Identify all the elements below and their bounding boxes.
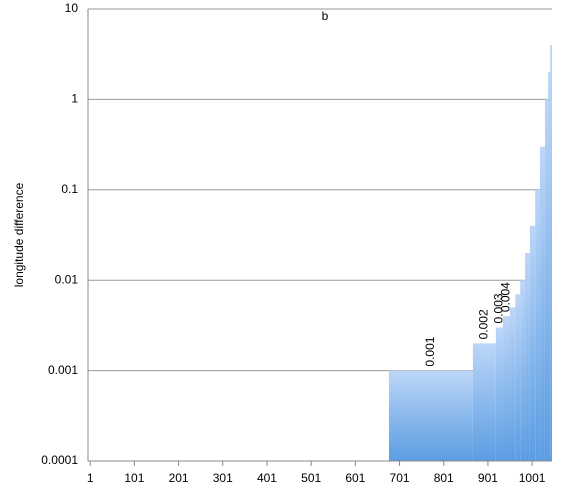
x-tick-label: 601: [345, 471, 365, 485]
x-tick-label: 801: [434, 471, 454, 485]
x-tick-label: 701: [390, 471, 410, 485]
bar: [550, 44, 552, 461]
bar: [388, 370, 473, 461]
x-tick-label: 501: [301, 471, 321, 485]
bar: [548, 72, 551, 461]
bar: [495, 327, 503, 461]
bar: [540, 146, 545, 461]
x-tick-label: 201: [169, 471, 189, 485]
value-label: 0.004: [499, 282, 513, 312]
y-tick-label: 0.0001: [41, 453, 78, 467]
y-tick-label: 10: [65, 1, 79, 15]
value-label: 0.001: [423, 336, 437, 366]
bar: [502, 316, 511, 461]
y-tick-label: 1: [71, 92, 78, 106]
bar: [535, 189, 541, 462]
x-tick-label: 301: [213, 471, 233, 485]
bar: [529, 225, 536, 461]
x-tick-label: 101: [124, 471, 144, 485]
y-tick-label: 0.1: [61, 182, 78, 196]
value-label: 0.002: [477, 309, 491, 339]
x-tick-label: 901: [478, 471, 498, 485]
bar: [544, 99, 549, 462]
x-tick-label: 1: [87, 471, 94, 485]
bar: [472, 343, 496, 461]
bar: [525, 252, 530, 461]
bar: [520, 280, 526, 461]
chart-title: b: [322, 9, 329, 23]
y-axis-label: longitude difference: [12, 182, 26, 287]
y-tick-label: 0.001: [48, 363, 78, 377]
x-tick-label: 401: [257, 471, 277, 485]
y-tick-label: 0.01: [55, 272, 79, 286]
value-label: 0.003: [492, 293, 506, 323]
bar: [515, 294, 521, 461]
bar: [510, 307, 516, 461]
x-tick-label: 1001: [519, 471, 546, 485]
